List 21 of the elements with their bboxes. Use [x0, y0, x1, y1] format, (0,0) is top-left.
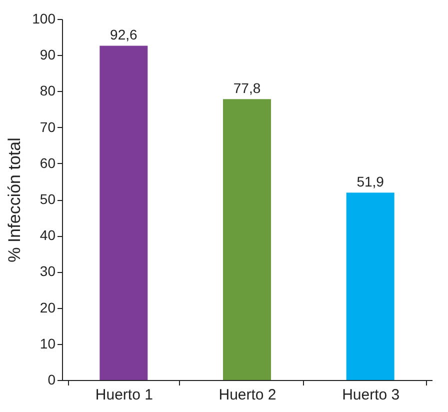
- y-tick-label: 30: [40, 263, 56, 280]
- y-tick-label: 20: [40, 299, 56, 316]
- y-tick-label: 50: [40, 191, 56, 207]
- y-tick-label: 70: [40, 118, 56, 135]
- y-axis-title: % Infección total: [5, 138, 24, 262]
- data-label: 77,8: [233, 80, 261, 96]
- y-tick-label: 90: [40, 46, 56, 63]
- y-tick-label: 40: [40, 227, 56, 244]
- bar: [346, 192, 394, 380]
- y-tick-label: 10: [40, 335, 56, 352]
- y-tick-label: 0: [48, 372, 56, 388]
- bar: [100, 46, 148, 380]
- y-tick-label: 100: [32, 10, 56, 26]
- y-tick-label: 60: [40, 154, 56, 171]
- data-label: 92,6: [110, 26, 138, 43]
- x-tick-label: Huerto 2: [218, 386, 276, 404]
- y-tick-label: 80: [40, 82, 56, 99]
- data-label: 51,9: [356, 174, 384, 190]
- x-tick-label: Huerto 1: [95, 386, 153, 404]
- bar: [223, 99, 271, 380]
- x-tick-label: Huerto 3: [342, 386, 400, 404]
